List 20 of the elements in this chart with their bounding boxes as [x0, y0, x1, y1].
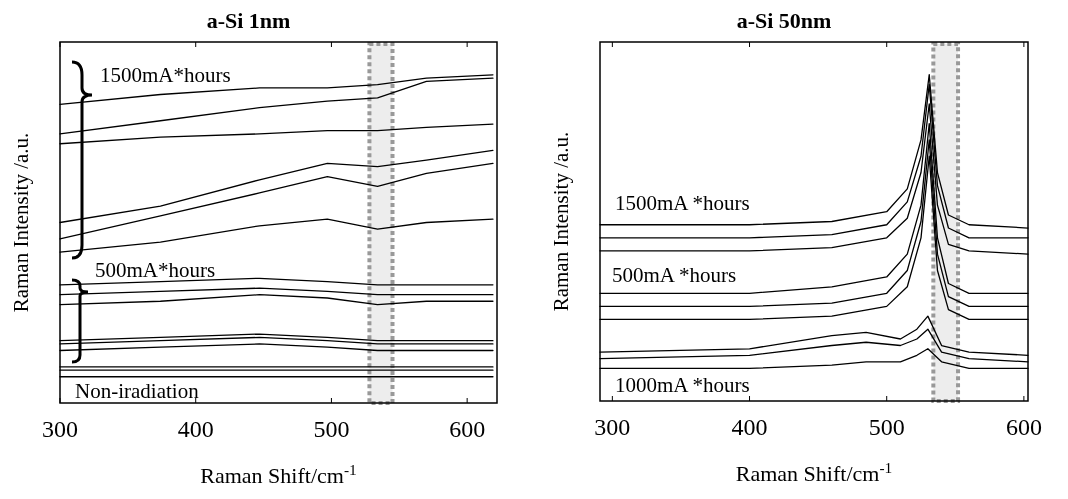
x-axis-title: Raman Shift/cm$^{-1}$ — [200, 460, 357, 488]
y-axis-title: Raman Intensity /a.u. — [9, 132, 33, 313]
x-axis-title: Raman Shift/cm$^{-1}$ — [735, 458, 893, 486]
x-tick-label: 300 — [594, 414, 631, 440]
annotation: 1500mA*hours — [100, 63, 231, 87]
x-tick-label: 600 — [1005, 414, 1042, 440]
annotation: 1500mA *hours — [615, 191, 750, 215]
x-tick-label: 400 — [731, 414, 768, 440]
x-tick-label: 600 — [449, 416, 486, 442]
y-axis-title: Raman Intensity /a.u. — [549, 131, 573, 312]
chart-title: a-Si 50nm — [736, 8, 832, 33]
x-tick-label: 500 — [313, 416, 350, 442]
x-tick-label: 300 — [42, 416, 78, 442]
annotation: 1000mA *hours — [615, 373, 750, 397]
x-tick-label: 400 — [177, 416, 214, 442]
chart-title: a-Si 1nm — [206, 8, 291, 33]
x-tick-label: 500 — [868, 414, 905, 440]
annotation: 500mA*hours — [95, 258, 216, 282]
annotation: 500mA *hours — [612, 263, 737, 287]
annotation: Non-iradiation — [75, 379, 200, 403]
